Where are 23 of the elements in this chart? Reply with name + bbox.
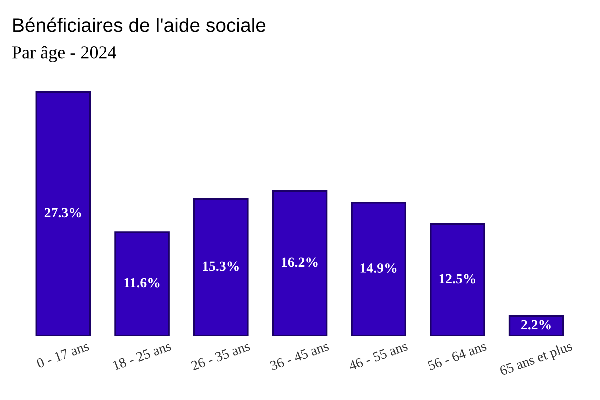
x-tick-label: 56 - 64 ans [428,341,488,371]
x-tick-label: 18 - 25 ans [112,341,172,371]
data-label: 16.2% [282,258,318,268]
bar [193,198,249,336]
data-label: 15.3% [203,262,239,272]
bar [36,91,92,336]
bar [508,316,564,336]
data-label: 14.9% [360,264,397,274]
x-tick-label: 65 ans et plus [499,341,574,378]
bar [351,202,407,336]
x-tick-label: 26 - 35 ans [190,341,251,371]
x-tick-label: 0 - 17 ans [36,341,90,368]
bar [430,224,486,336]
chart-title: Bénéficiaires de l'aide sociale [14,18,266,32]
chart-subtitle: Par âge - 2024 [12,46,117,62]
data-label: 12.5% [440,274,476,284]
x-tick-label: 36 - 45 ans [270,341,330,371]
bar [272,190,328,336]
data-label: 11.6% [124,278,160,288]
x-tick-label: 46 - 55 ans [348,341,408,371]
data-label: 27.3% [44,208,82,218]
bar [114,232,170,336]
data-label: 2.2% [522,320,551,330]
